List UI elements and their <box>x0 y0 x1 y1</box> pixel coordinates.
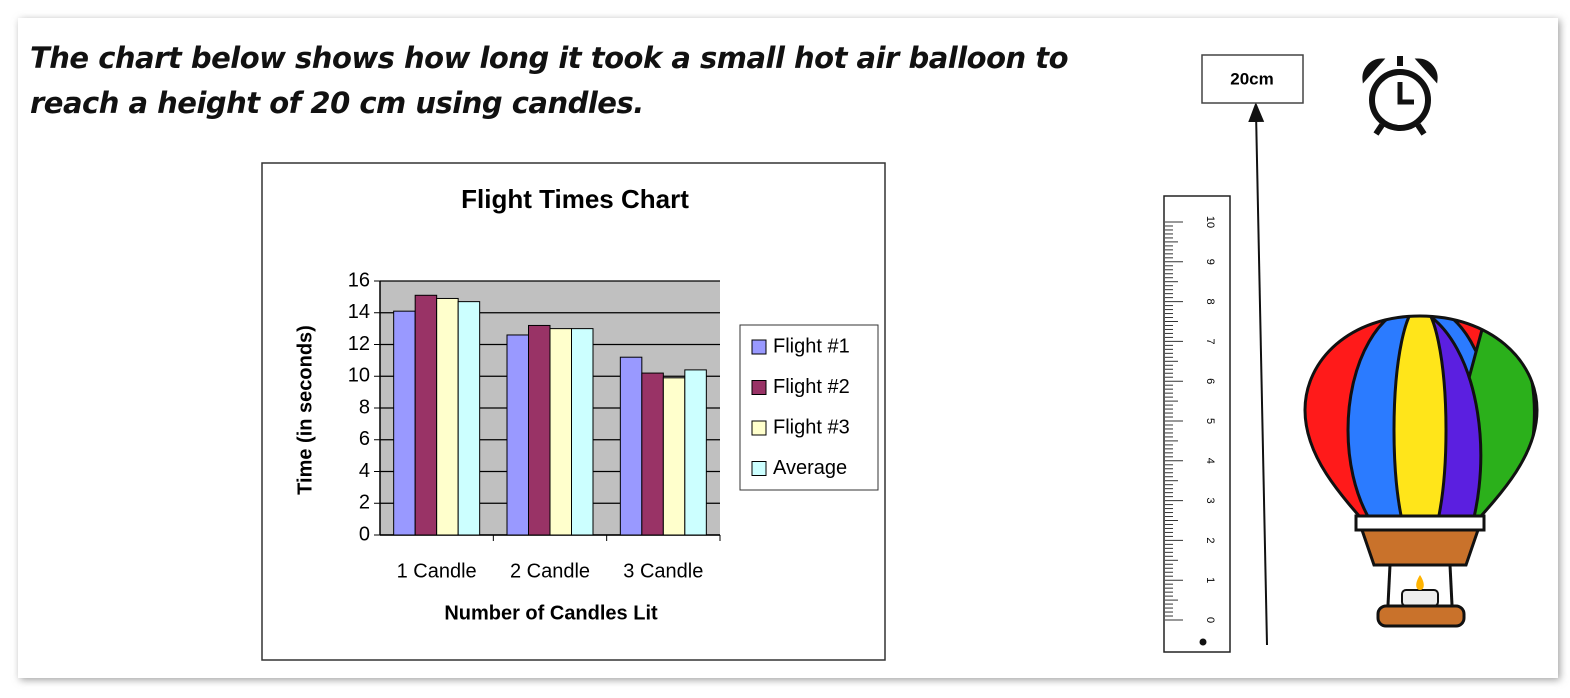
bar <box>393 310 416 536</box>
x-tick-label: 3 Candle <box>623 560 703 582</box>
bar <box>457 301 481 536</box>
legend-swatch <box>751 461 767 476</box>
target-label: 20cm <box>1230 69 1273 88</box>
y-tick-label: 0 <box>359 523 370 545</box>
ruler-ticks: 0 1 2 3 4 5 6 7 8 9 10 <box>1165 216 1216 623</box>
ruler-label: 8 <box>1204 299 1216 305</box>
y-tick-label: 14 <box>348 301 370 323</box>
bar <box>549 328 572 536</box>
chart-title: Flight Times Chart <box>461 184 689 214</box>
target-box <box>1201 54 1304 104</box>
ruler-dot <box>1199 638 1207 646</box>
ruler-label: 7 <box>1204 338 1216 344</box>
y-tick-label: 2 <box>359 492 370 514</box>
ruler-label: 5 <box>1204 418 1216 424</box>
legend-swatch <box>751 420 767 436</box>
alarm-clock <box>1362 56 1438 136</box>
bar <box>528 324 551 536</box>
question: The chart below shows how long it took a… <box>30 41 1069 120</box>
y-axis-label: Time (in seconds) <box>294 325 316 495</box>
ruler <box>1163 195 1231 653</box>
bar <box>662 377 686 536</box>
bar <box>436 297 459 536</box>
bar <box>506 334 529 536</box>
ruler-label: 6 <box>1204 378 1216 384</box>
legend-label: Flight #1 <box>773 335 850 357</box>
bar <box>619 356 643 536</box>
arrow <box>1248 102 1268 646</box>
x-axis-label: Number of Candles Lit <box>444 602 658 624</box>
y-tick-label: 6 <box>359 428 370 450</box>
legend-label: Flight #2 <box>773 376 850 398</box>
legend-label: Flight #3 <box>773 416 850 438</box>
ruler-label: 3 <box>1204 498 1216 504</box>
x-tick-label: 2 Candle <box>510 560 590 582</box>
bar <box>414 294 438 536</box>
y-tick-label: 10 <box>348 365 370 387</box>
y-tick-label: 16 <box>348 269 370 291</box>
y-tick-label: 4 <box>359 460 370 482</box>
y-tick-label: 12 <box>348 333 370 355</box>
legend-swatch <box>751 339 767 355</box>
bar <box>571 328 594 536</box>
bar <box>684 369 707 536</box>
ruler-label: 4 <box>1204 458 1216 464</box>
legend-label: Average <box>773 457 847 479</box>
ruler-label: 10 <box>1204 216 1216 228</box>
bar <box>641 372 664 536</box>
ruler-label: 1 <box>1204 577 1216 583</box>
ruler-label: 9 <box>1204 259 1216 265</box>
legend-swatch <box>751 380 767 395</box>
x-tick-label: 1 Candle <box>397 560 477 582</box>
ruler-label: 0 <box>1204 617 1216 623</box>
ruler-label: 2 <box>1204 537 1216 543</box>
y-tick-label: 8 <box>359 396 370 418</box>
